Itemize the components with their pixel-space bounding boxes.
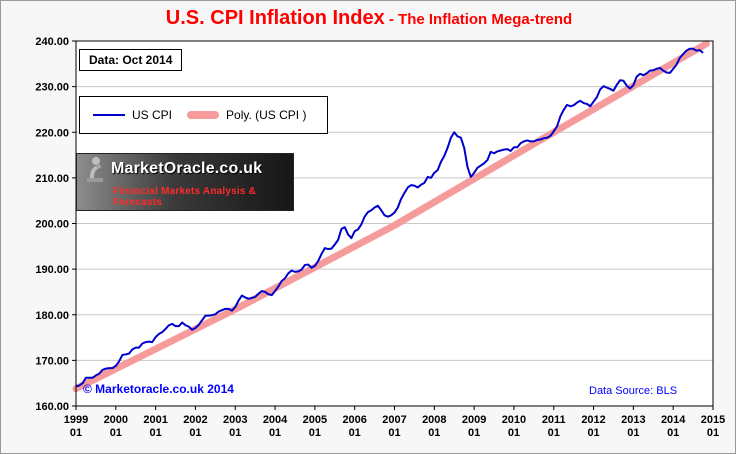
poly-line-swatch — [187, 111, 220, 119]
chart-legend: US CPI Poly. (US CPI ) — [79, 96, 329, 134]
x-axis-label-year: 2014 — [661, 414, 686, 426]
x-axis-label-year: 2011 — [542, 414, 566, 426]
marketoracle-statue-icon — [87, 157, 103, 182]
x-axis-label-year: 2001 — [143, 414, 167, 426]
y-axis-label: 180.00 — [35, 310, 69, 322]
x-axis-label-month: 01 — [229, 427, 241, 439]
x-axis-label-year: 2003 — [223, 414, 247, 426]
x-axis-label-year: 2015 — [701, 414, 725, 426]
y-axis-label: 240.00 — [35, 36, 69, 48]
poly-trend-line — [72, 40, 710, 393]
chart-title-sub: - The Inflation Mega-trend — [384, 11, 573, 28]
x-axis-label-year: 2008 — [422, 414, 446, 426]
y-axis-label: 200.00 — [35, 219, 69, 231]
x-axis-label-year: 2007 — [382, 414, 406, 426]
x-axis-label-month: 01 — [309, 427, 321, 439]
x-axis-label-year: 2006 — [342, 414, 366, 426]
x-axis-label-month: 01 — [150, 427, 162, 439]
y-axis-label: 160.00 — [35, 401, 69, 413]
x-axis-label-month: 01 — [508, 427, 520, 439]
legend-label-poly: Poly. (US CPI ) — [226, 108, 307, 122]
chart-title: U.S. CPI Inflation Index - The Inflation… — [1, 7, 735, 30]
x-axis-label-month: 01 — [667, 427, 679, 439]
x-axis-label-month: 01 — [468, 427, 480, 439]
x-axis-label-year: 2009 — [462, 414, 486, 426]
x-axis-label-month: 01 — [707, 427, 719, 439]
x-axis-label-year: 2012 — [581, 414, 605, 426]
legend-label-cpi: US CPI — [132, 108, 173, 122]
x-axis-label-year: 2013 — [621, 414, 645, 426]
x-axis-label-year: 1999 — [64, 414, 88, 426]
x-axis-label-month: 01 — [627, 427, 639, 439]
x-axis-label-year: 2000 — [104, 414, 128, 426]
x-axis-label-year: 2002 — [183, 414, 207, 426]
logo-text: MarketOracle.co.uk — [111, 160, 263, 177]
y-axis-label: 230.00 — [35, 82, 69, 94]
cpi-line — [75, 47, 704, 388]
x-axis-label-month: 01 — [548, 427, 560, 439]
x-axis-label-month: 01 — [587, 427, 599, 439]
x-axis-label-year: 2010 — [502, 414, 526, 426]
x-axis-label-year: 2004 — [263, 414, 288, 426]
x-axis-label-month: 01 — [70, 427, 82, 439]
x-axis-label-month: 01 — [110, 427, 122, 439]
x-axis-label-month: 01 — [349, 427, 361, 439]
x-axis-label-month: 01 — [269, 427, 281, 439]
x-axis-label-month: 01 — [388, 427, 400, 439]
cpi-line-swatch — [93, 114, 125, 116]
chart-title-main: U.S. CPI Inflation Index — [165, 7, 385, 29]
y-axis-label: 190.00 — [35, 264, 69, 276]
data-source-text: Data Source: BLS — [589, 385, 678, 397]
marketoracle-logo: MarketOracle.co.uk Financial Markets Ana… — [76, 153, 294, 211]
logo-row: MarketOracle.co.uk — [85, 156, 293, 182]
y-axis-label: 220.00 — [35, 127, 69, 139]
data-date-box: Data: Oct 2014 — [79, 49, 183, 71]
logo-tagline: Financial Markets Analysis & Forecasts — [113, 186, 257, 208]
y-axis-label: 170.00 — [35, 355, 69, 367]
x-axis-label-year: 2005 — [303, 414, 327, 426]
copyright-text: © Marketoracle.co.uk 2014 — [83, 382, 234, 396]
y-axis-label: 210.00 — [35, 173, 69, 185]
x-axis-label-month: 01 — [189, 427, 201, 439]
x-axis-label-month: 01 — [428, 427, 440, 439]
